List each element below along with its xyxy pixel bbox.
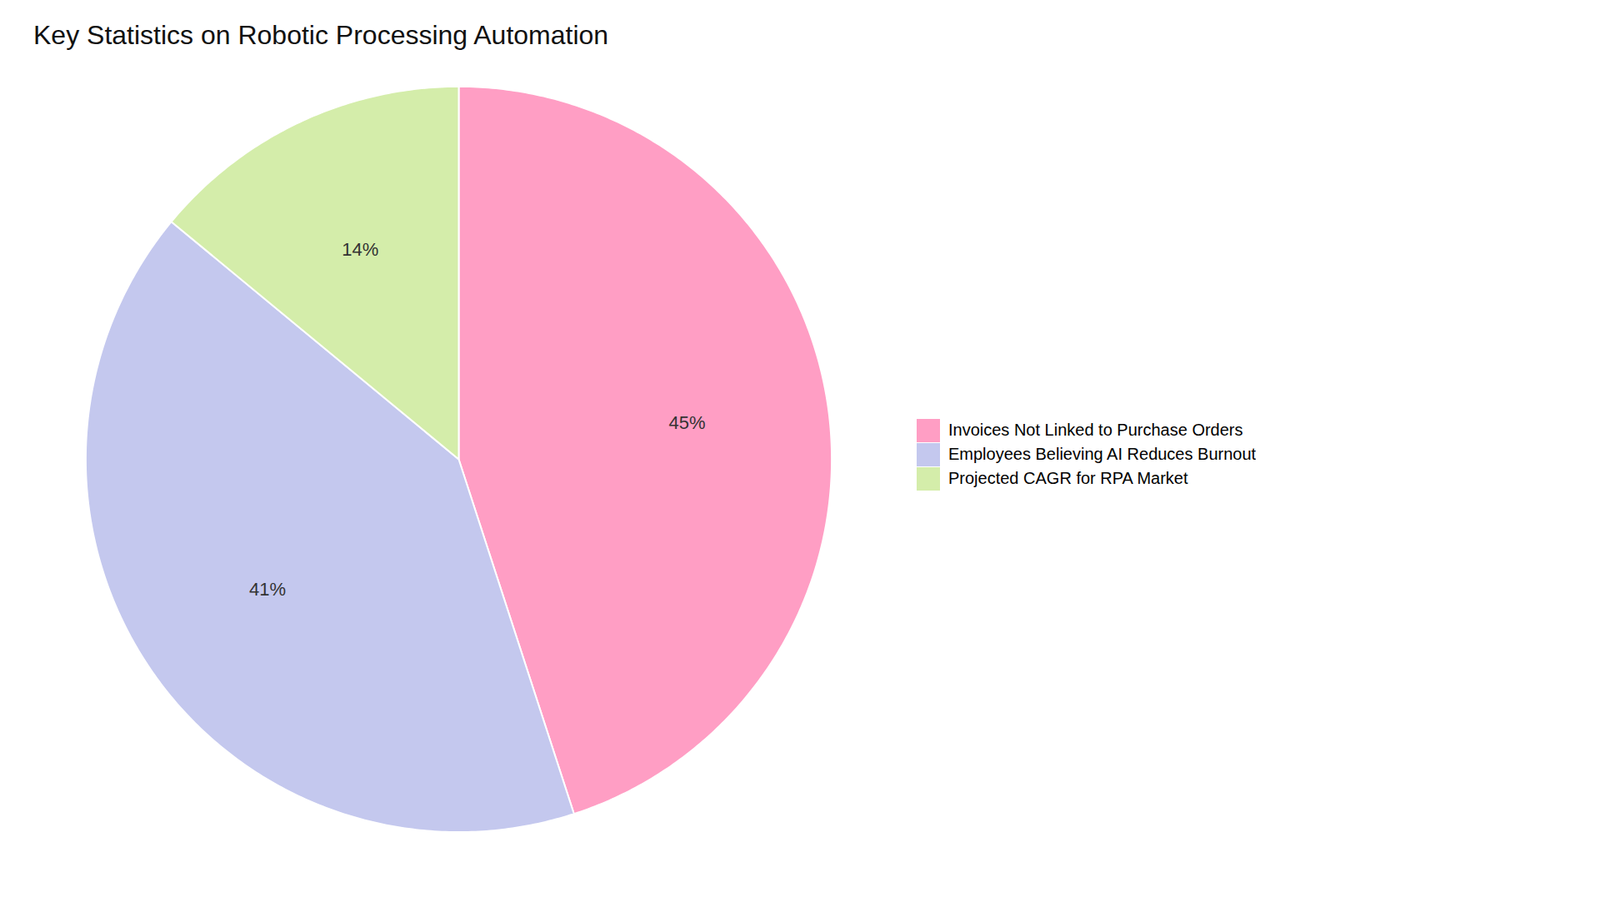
html-text:Invoices Not Linked to Purchas: Invoices Not Linked to Purchase Orders bbox=[948, 420, 1243, 440]
svg-text:41%: 41% bbox=[249, 579, 286, 600]
svg-text:14%: 14% bbox=[341, 239, 379, 260]
html-text:Employees Believing AI Reduces: Employees Believing AI Reduces Burnout bbox=[948, 445, 1256, 464]
html-text:Key Statistics on Robotic Proc: Key Statistics on Robotic Processing Aut… bbox=[33, 20, 609, 50]
html-text:Projected CAGR for RPA Market: Projected CAGR for RPA Market bbox=[948, 469, 1188, 488]
svg-text:45%: 45% bbox=[669, 412, 706, 434]
